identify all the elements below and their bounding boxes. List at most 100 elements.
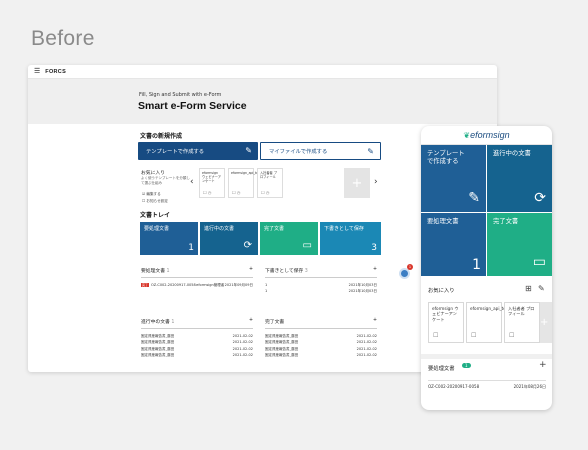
mobile-add-favorite-button[interactable]: + <box>540 302 552 343</box>
tray-pending-label: 要処理文書 <box>144 226 170 232</box>
tray-pending[interactable]: 要処理文書 1 <box>140 222 198 255</box>
hero-title: Smart e-Form Service <box>138 100 247 112</box>
tray-progress[interactable]: 進行中の文書 ⟳ <box>200 222 258 255</box>
doc-date: 2021-02-02 <box>356 346 377 351</box>
status-badge: 完了 <box>141 283 150 287</box>
edit-icon[interactable]: ✎ <box>538 284 545 293</box>
chat-icon[interactable] <box>399 268 410 279</box>
panel-draft-title-text: 下書きとして保存 <box>265 269 304 274</box>
eformsign-logo-text: eformsign <box>470 130 510 140</box>
doc-date: 2021年10月03日 <box>348 289 377 294</box>
desktop-topbar: ☰ FORCS <box>28 65 497 79</box>
doc-name: 固定資産報告書_藤田 <box>141 346 175 351</box>
mobile-tile-pending-count: 1 <box>472 256 481 273</box>
mobile-tile-done-label: 完了文書 <box>493 218 519 225</box>
doc-date: 2021年10月03日 <box>348 283 377 287</box>
plus-icon[interactable]: + <box>539 360 547 370</box>
doc-id: OZ-C002-20200917-0058 <box>151 283 196 287</box>
mobile-window: ❦eformsign テンプレート で作成する ✎ 進行中の文書 ⟳ 要処理文書… <box>421 126 552 410</box>
mobile-pending-badge: 1 <box>462 363 471 368</box>
doc-icon: ☐ <box>433 332 439 339</box>
mobile-tile-pending-label: 要処理文書 <box>427 218 459 225</box>
table-row[interactable]: 固定資産報告書_藤田 2021-02-02 <box>265 346 377 352</box>
hero-banner: Fill, Sign and Submit with e-Form Smart … <box>28 79 497 124</box>
menu-icon[interactable]: ☰ <box>34 67 41 75</box>
plus-icon[interactable]: + <box>248 267 253 272</box>
table-row[interactable]: 固定資産報告書_藤田 2021-02-02 <box>265 352 377 358</box>
mobile-tile-template[interactable]: テンプレート で作成する ✎ <box>421 145 486 212</box>
plus-icon[interactable]: + <box>248 318 253 323</box>
panel-draft-count: 3 <box>304 269 308 274</box>
mobile-tile-progress[interactable]: 進行中の文書 ⟳ <box>487 145 552 212</box>
create-template-button[interactable]: テンプレートで作成する ✎ <box>138 142 258 160</box>
chevron-right-icon[interactable]: › <box>374 177 378 187</box>
doc-name: 1 <box>265 283 268 287</box>
favorite-card-title: eformsign ウェビナーアンケート <box>202 171 221 183</box>
table-row[interactable]: 固定資産報告書_藤田 2021-02-02 <box>265 339 377 345</box>
doc-author: eformsign管理者 <box>196 283 225 287</box>
favorite-card-title: eformsign_api_test <box>231 171 262 175</box>
favorites-notice-link[interactable]: ☐ お知らせ設定 <box>142 198 168 203</box>
table-row[interactable]: OZ-C002-20200917-0058 2021年08月26日 <box>428 380 546 390</box>
table-row[interactable]: 完了 OZ-C002-20200917-0058 eformsign管理者 202… <box>141 282 253 288</box>
folder-icon: ▭ <box>302 240 312 251</box>
hero-subtitle: Fill, Sign and Submit with e-Form <box>139 92 222 98</box>
panel-pending: 要処理文書 1 + 完了 OZ-C002-20200917-0058 eformsi… <box>141 267 253 288</box>
mobile-favorite-card[interactable]: eformsign ウェビナーアンケート ☐ <box>428 302 464 343</box>
table-row[interactable]: 固定資産報告書_藤田 2021-02-02 <box>141 346 253 352</box>
favorite-card[interactable]: eformsign_api_test ☐ ◷ <box>228 168 262 198</box>
desktop-window: ☰ FORCS Fill, Sign and Submit with e-For… <box>28 65 497 372</box>
mobile-tile-pending[interactable]: 要処理文書 1 <box>421 213 486 276</box>
doc-id: OZ-C002-20200917-0058 <box>428 384 480 389</box>
plus-icon[interactable]: + <box>372 318 377 323</box>
file-edit-icon: ✎ <box>367 147 374 156</box>
doc-date: 2021-02-02 <box>356 340 377 345</box>
panel-pending-title-text: 要処理文書 <box>141 269 165 274</box>
mobile-tile-template-label: テンプレート で作成する <box>427 150 465 166</box>
chat-badge: 1 <box>407 264 413 270</box>
eformsign-logo: ❦eformsign <box>463 130 509 140</box>
doc-name: 固定資産報告書_藤田 <box>141 352 175 357</box>
panel-progress-title-text: 進行中の文書 <box>141 320 170 325</box>
favorite-card[interactable]: 入社者者 プロフィール ☐ ◷ <box>257 168 283 198</box>
table-row[interactable]: 1 2021年10月03日 <box>265 282 377 288</box>
tray-done[interactable]: 完了文書 ▭ <box>260 222 318 255</box>
doc-name: 固定資産報告書_藤田 <box>265 352 299 357</box>
forcs-logo: FORCS <box>45 68 67 75</box>
favorite-card[interactable]: eformsign ウェビナーアンケート ☐ ◷ <box>199 168 225 198</box>
chevron-left-icon[interactable]: ‹ <box>190 177 194 187</box>
edit-icon: ✎ <box>245 146 252 155</box>
mobile-favorite-card[interactable]: 入社者者 プロフィール ☐ <box>504 302 540 343</box>
add-favorite-button[interactable]: + <box>344 168 370 198</box>
panel-draft: 下書きとして保存 3 + 1 2021年10月03日 1 2021年10月03日 <box>265 267 377 295</box>
add-box-icon[interactable]: ⊞ <box>525 284 532 293</box>
plus-icon[interactable]: + <box>372 267 377 272</box>
doc-name: 固定資産報告書_藤田 <box>265 334 299 338</box>
doc-name: 固定資産報告書_藤田 <box>141 334 175 338</box>
tray-heading: 文書トレイ <box>140 212 171 219</box>
doc-name: 固定資産報告書_藤田 <box>265 340 299 345</box>
tray-draft[interactable]: 下書きとして保存 3 <box>320 222 381 255</box>
mobile-favorite-card[interactable]: eformsign_api_test ☐ <box>466 302 510 343</box>
mobile-topbar: ❦eformsign <box>421 126 552 145</box>
favorites-edit-label: 編集する <box>146 192 161 196</box>
favorites-edit-link[interactable]: ☑ 編集する <box>142 192 161 196</box>
doc-icon: ☐ <box>509 332 515 339</box>
mobile-tile-done[interactable]: 完了文書 ▭ <box>487 213 552 276</box>
doc-name: 固定資産報告書_藤田 <box>265 346 299 351</box>
table-row[interactable]: 1 2021年10月03日 <box>265 288 377 294</box>
create-myfile-label: マイファイルで作成する <box>269 149 328 155</box>
doc-date: 2021-02-02 <box>356 352 377 357</box>
table-row[interactable]: 固定資産報告書_藤田 2021-02-02 <box>265 333 377 339</box>
doc-date: 2021-02-02 <box>232 334 253 338</box>
doc-name: 固定資産報告書_藤田 <box>141 340 175 345</box>
create-myfile-button[interactable]: マイファイルで作成する ✎ <box>260 142 381 160</box>
doc-name: 1 <box>265 289 268 294</box>
panel-progress-count: 1 <box>171 320 175 325</box>
doc-date: 2021年09月09日 <box>224 283 253 287</box>
progress-icon: ⟳ <box>534 189 546 206</box>
table-row[interactable]: 固定資産報告書_藤田 2021-02-02 <box>141 352 253 358</box>
table-row[interactable]: 固定資産報告書_藤田 2021-02-02 <box>141 339 253 345</box>
tray-progress-label: 進行中の文書 <box>204 226 235 232</box>
table-row[interactable]: 固定資産報告書_藤田 2021-02-02 <box>141 333 253 339</box>
